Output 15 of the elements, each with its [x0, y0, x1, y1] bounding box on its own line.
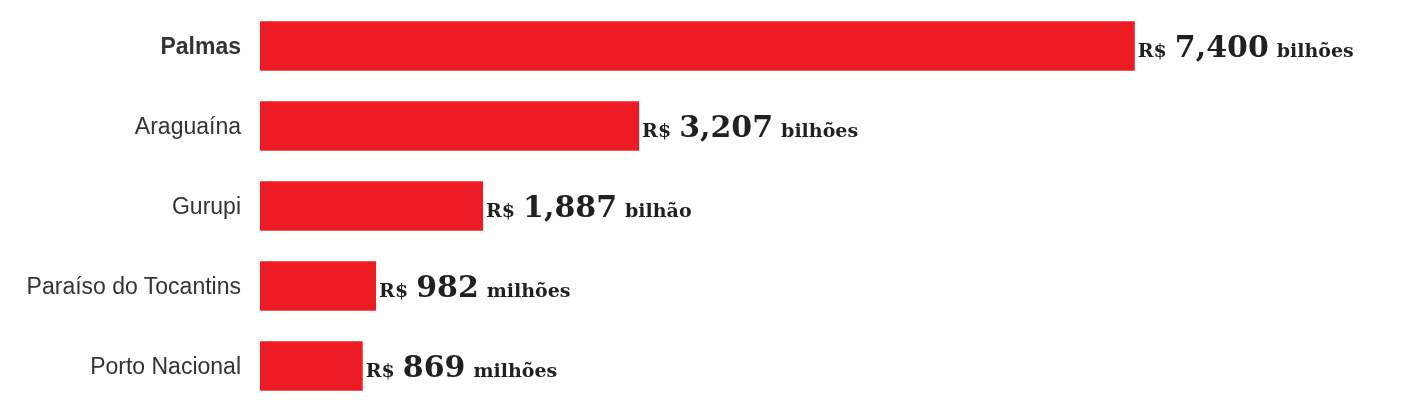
- bar: [260, 181, 484, 231]
- y-tick-label: Paraíso do Tocantins: [26, 273, 241, 300]
- data-label: R$ 3,207 bilhões: [642, 108, 859, 144]
- y-tick-label: Porto Nacional: [90, 353, 241, 380]
- bar: [260, 341, 363, 391]
- data-label: R$ 7,400 bilhões: [1137, 28, 1354, 64]
- y-tick-label: Gurupi: [171, 193, 241, 220]
- y-tick-label: Araguaína: [134, 113, 242, 140]
- y-tick-label: Palmas: [160, 33, 241, 60]
- bar: [260, 21, 1135, 71]
- bar: [260, 101, 640, 151]
- data-label: R$ 1,887 bilhão: [486, 188, 692, 224]
- bar: [260, 261, 377, 311]
- data-label: R$ 982 milhões: [379, 268, 571, 304]
- data-label: R$ 869 milhões: [365, 348, 558, 384]
